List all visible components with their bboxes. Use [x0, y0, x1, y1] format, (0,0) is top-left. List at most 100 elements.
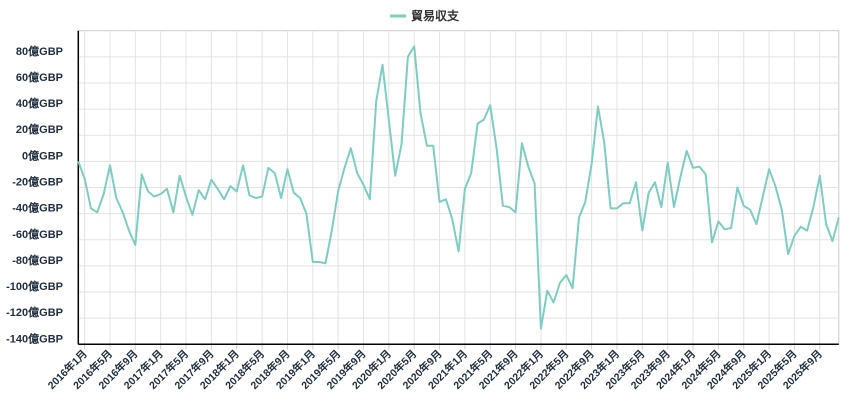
data-point[interactable]	[829, 238, 835, 244]
data-point[interactable]	[677, 174, 683, 180]
data-point[interactable]	[487, 102, 493, 108]
data-point[interactable]	[468, 170, 474, 176]
data-point[interactable]	[646, 190, 652, 196]
data-point[interactable]	[88, 205, 94, 211]
data-point[interactable]	[817, 173, 823, 179]
data-point[interactable]	[291, 190, 297, 196]
data-point[interactable]	[208, 177, 214, 183]
data-point[interactable]	[823, 221, 829, 227]
data-point[interactable]	[525, 164, 531, 170]
data-point[interactable]	[380, 62, 386, 68]
data-point[interactable]	[75, 158, 81, 164]
data-point[interactable]	[227, 183, 233, 189]
data-point[interactable]	[753, 221, 759, 227]
data-point[interactable]	[563, 272, 569, 278]
data-point[interactable]	[107, 162, 113, 168]
data-point[interactable]	[576, 215, 582, 221]
data-point[interactable]	[709, 239, 715, 245]
data-point[interactable]	[671, 204, 677, 210]
data-point[interactable]	[551, 299, 557, 305]
data-point[interactable]	[494, 145, 500, 151]
data-point[interactable]	[411, 43, 417, 49]
data-point[interactable]	[246, 192, 252, 198]
data-point[interactable]	[734, 185, 740, 191]
data-point[interactable]	[779, 207, 785, 213]
data-point[interactable]	[310, 259, 316, 265]
data-point[interactable]	[810, 204, 816, 210]
data-point[interactable]	[399, 141, 405, 147]
data-point[interactable]	[715, 218, 721, 224]
data-point[interactable]	[475, 120, 481, 126]
data-point[interactable]	[113, 195, 119, 201]
data-point[interactable]	[443, 196, 449, 202]
data-point[interactable]	[728, 225, 734, 231]
data-point[interactable]	[696, 164, 702, 170]
data-point[interactable]	[741, 203, 747, 209]
data-point[interactable]	[589, 161, 595, 167]
data-point[interactable]	[392, 173, 398, 179]
data-point[interactable]	[513, 209, 519, 215]
data-point[interactable]	[418, 110, 424, 116]
data-point[interactable]	[652, 179, 658, 185]
data-point[interactable]	[633, 179, 639, 185]
data-point[interactable]	[703, 171, 709, 177]
data-point[interactable]	[627, 200, 633, 206]
data-point[interactable]	[335, 188, 341, 194]
data-point[interactable]	[158, 191, 164, 197]
data-point[interactable]	[145, 188, 151, 194]
data-point[interactable]	[608, 205, 614, 211]
legend[interactable]: 貿易収支	[390, 8, 460, 23]
data-point[interactable]	[278, 195, 284, 201]
data-point[interactable]	[196, 187, 202, 193]
data-point[interactable]	[126, 228, 132, 234]
data-point[interactable]	[240, 162, 246, 168]
data-point[interactable]	[101, 191, 107, 197]
data-point[interactable]	[215, 186, 221, 192]
data-point[interactable]	[177, 173, 183, 179]
data-point[interactable]	[544, 288, 550, 294]
data-point[interactable]	[303, 211, 309, 217]
data-point[interactable]	[437, 199, 443, 205]
data-point[interactable]	[449, 216, 455, 222]
data-point[interactable]	[202, 196, 208, 202]
data-point[interactable]	[265, 165, 271, 171]
data-point[interactable]	[360, 182, 366, 188]
data-point[interactable]	[506, 204, 512, 210]
data-point[interactable]	[595, 103, 601, 109]
data-point[interactable]	[221, 196, 227, 202]
data-point[interactable]	[367, 196, 373, 202]
data-point[interactable]	[614, 205, 620, 211]
data-point[interactable]	[139, 171, 145, 177]
data-point[interactable]	[82, 175, 88, 181]
data-point[interactable]	[189, 212, 195, 218]
data-point[interactable]	[639, 228, 645, 234]
data-point[interactable]	[766, 166, 772, 172]
data-point[interactable]	[760, 194, 766, 200]
data-point[interactable]	[316, 259, 322, 265]
data-point[interactable]	[373, 98, 379, 104]
data-point[interactable]	[430, 143, 436, 149]
data-point[interactable]	[791, 233, 797, 239]
data-point[interactable]	[322, 260, 328, 266]
data-point[interactable]	[747, 207, 753, 213]
data-point[interactable]	[836, 215, 842, 221]
data-point[interactable]	[570, 285, 576, 291]
data-point[interactable]	[620, 200, 626, 206]
data-point[interactable]	[120, 209, 126, 215]
data-point[interactable]	[183, 194, 189, 200]
data-point[interactable]	[601, 140, 607, 146]
data-point[interactable]	[582, 199, 588, 205]
data-point[interactable]	[272, 170, 278, 176]
data-point[interactable]	[329, 228, 335, 234]
data-point[interactable]	[297, 195, 303, 201]
data-point[interactable]	[557, 280, 563, 286]
data-point[interactable]	[94, 209, 100, 215]
data-point[interactable]	[151, 194, 157, 200]
data-point[interactable]	[405, 54, 411, 60]
data-point[interactable]	[538, 326, 544, 332]
data-point[interactable]	[500, 203, 506, 209]
data-point[interactable]	[684, 148, 690, 154]
data-point[interactable]	[481, 117, 487, 123]
data-point[interactable]	[132, 242, 138, 248]
data-point[interactable]	[253, 195, 259, 201]
